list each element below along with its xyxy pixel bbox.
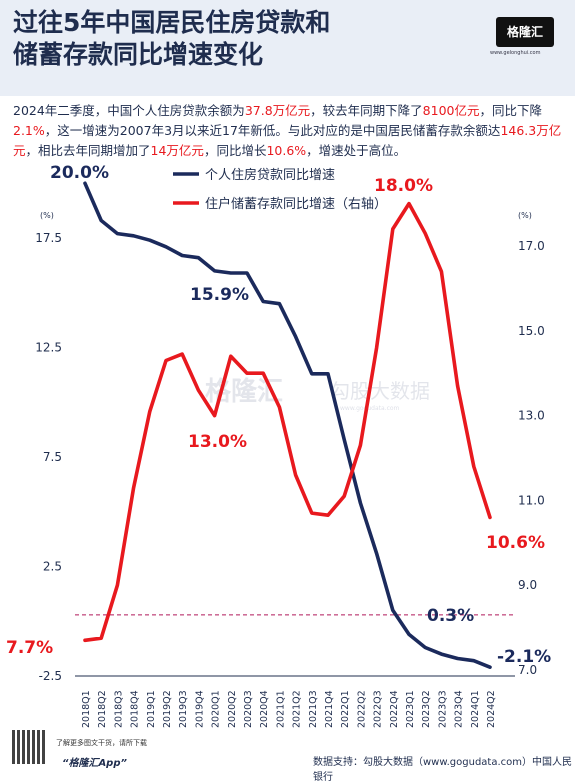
x-tick-label: 2023Q2 — [421, 690, 432, 728]
x-tick-label: 2022Q3 — [373, 690, 384, 728]
left-tick-label: 17.5 — [35, 231, 62, 245]
series-line-housing-loan — [83, 181, 492, 670]
annotation-end-savings: 10.6% — [486, 533, 545, 553]
x-tick-label: 2019Q1 — [146, 690, 157, 728]
desc-text-3: ，同比下降 — [479, 103, 542, 118]
annotation-end-loan: -2.1% — [497, 647, 551, 667]
x-tick-label: 2018Q2 — [97, 690, 108, 728]
desc-highlight-1: 37.8万亿元 — [244, 103, 311, 118]
desc-text-4: ，这一增速为2007年3月以来近17年新低。与此对应的是中国居民储蓄存款余额达 — [44, 123, 501, 138]
left-tick-label: -2.5 — [39, 669, 62, 683]
desc-text-1: 2024年二季度，中国个人住房贷款余额为 — [13, 103, 245, 118]
right-tick-label: 17.0 — [518, 239, 545, 253]
annotation-mid-loan: 15.9% — [190, 285, 249, 305]
desc-text-5: ，相比去年同期增加了 — [25, 143, 151, 158]
footer-app-name: “格隆汇App” — [62, 758, 127, 769]
annotation-start-loan: 20.0% — [50, 163, 109, 183]
desc-highlight-5: 14万亿元 — [150, 143, 204, 158]
title-line-2: 储蓄存款同比增速变化 — [13, 40, 264, 69]
right-tick-label: 9.0 — [518, 578, 537, 592]
x-tick-label: 2024Q2 — [486, 690, 497, 728]
watermark-url: www.gogudata.com — [340, 405, 400, 412]
watermark-data: 勾股大数据 — [330, 379, 430, 403]
desc-highlight-2: 8100亿元 — [422, 103, 480, 118]
legend-label-loan: 个人住房贷款同比增速 — [205, 167, 335, 183]
right-tick-label: 15.0 — [518, 324, 545, 338]
annotation-zero-loan: 0.3% — [427, 606, 474, 626]
x-tick-label: 2023Q4 — [454, 690, 465, 728]
x-tick-label: 2018Q1 — [81, 690, 92, 728]
desc-text-7: ，增速处于高位。 — [306, 143, 407, 158]
brand-url: www.gelonghui.com — [490, 50, 541, 56]
annotation-low-savings: 13.0% — [188, 432, 247, 452]
x-tick-label: 2020Q4 — [259, 690, 270, 728]
left-tick-label: 7.5 — [43, 450, 62, 464]
annotation-start-savings: 7.7% — [6, 638, 53, 658]
x-tick-label: 2022Q2 — [356, 690, 367, 728]
x-tick-label: 2020Q3 — [243, 690, 254, 728]
series-line-savings — [83, 201, 492, 643]
desc-highlight-6: 10.6% — [266, 143, 307, 158]
brand-logo: 格隆汇 — [496, 17, 554, 47]
x-tick-label: 2018Q3 — [113, 690, 124, 728]
x-tick-label: 2020Q1 — [211, 690, 222, 728]
x-tick-label: 2021Q3 — [308, 690, 319, 728]
left-axis-unit: (%) — [40, 211, 54, 220]
x-tick-label: 2019Q3 — [178, 690, 189, 728]
legend-label-savings: 住户储蓄存款同比增速（右轴） — [205, 196, 387, 212]
qr-code — [12, 730, 46, 764]
x-tick-label: 2023Q3 — [437, 690, 448, 728]
x-tick-label: 2021Q4 — [324, 690, 335, 728]
x-tick-label: 2021Q1 — [275, 690, 286, 728]
desc-highlight-4: 146.3万亿元 — [13, 123, 562, 158]
left-tick-label: 2.5 — [43, 560, 62, 574]
x-tick-label: 2024Q1 — [470, 690, 481, 728]
right-tick-label: 7.0 — [518, 663, 537, 677]
right-tick-label: 11.0 — [518, 493, 545, 507]
title-line-1: 过往5年中国居民住房贷款和 — [13, 8, 331, 37]
x-tick-label: 2022Q4 — [389, 690, 400, 728]
header-band — [0, 0, 575, 96]
left-tick-label: 12.5 — [35, 341, 62, 355]
right-axis-unit: (%) — [518, 211, 532, 220]
x-tick-label: 2022Q1 — [340, 690, 351, 728]
annotation-peak-savings: 18.0% — [374, 176, 433, 196]
description: 2024年二季度，中国个人住房贷款余额为37.8万亿元，较去年同期下降了8100… — [13, 101, 563, 161]
x-tick-label: 2021Q2 — [292, 690, 303, 728]
desc-text-2: ，较去年同期下降了 — [310, 103, 423, 118]
x-tick-label: 2019Q4 — [194, 690, 205, 728]
desc-text-6: ，同比增长 — [203, 143, 267, 158]
footer-source: 数据支持：勾股大数据（www.gogudata.com）中国人民银行 — [313, 757, 573, 783]
desc-highlight-3: 2.1% — [13, 123, 45, 138]
x-tick-label: 2018Q4 — [130, 690, 141, 728]
x-tick-label: 2020Q2 — [227, 690, 238, 728]
footer-small-text: 了解更多图文干货，请所下载 — [56, 739, 147, 747]
right-tick-label: 13.0 — [518, 409, 545, 423]
x-tick-label: 2023Q1 — [405, 690, 416, 728]
page-title: 过往5年中国居民住房贷款和 储蓄存款同比增速变化 — [13, 7, 330, 71]
x-tick-label: 2019Q2 — [162, 690, 173, 728]
